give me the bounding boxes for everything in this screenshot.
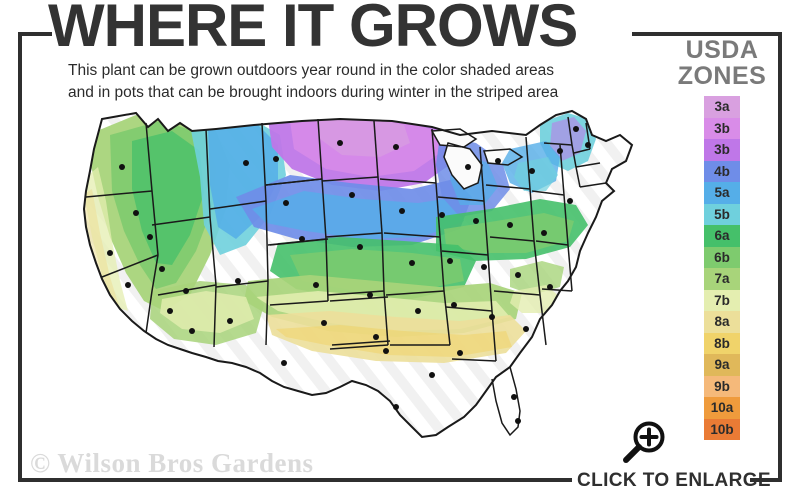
frame-gap-enlarge — [572, 472, 750, 490]
city-dots — [107, 126, 591, 424]
legend-swatch-8b-11: 8b — [704, 332, 740, 354]
frame-gap-title — [52, 24, 632, 42]
legend-swatch-9b-13: 9b — [704, 375, 740, 397]
subtitle-line-1: This plant can be grown outdoors year ro… — [68, 62, 554, 79]
legend-swatch-3b-2: 3b — [704, 139, 740, 161]
legend-swatch-list: 3a 3b 3b 4b 5a 5b 6a 6b 7a 7b 8a 8b 9a 9b 10a 10b — [666, 96, 778, 440]
magnifier-plus-icon[interactable] — [618, 418, 670, 466]
legend-swatch-3b-1: 3b — [704, 117, 740, 139]
legend-swatch-6b-7: 6b — [704, 246, 740, 268]
legend-swatch-6a-6: 6a — [704, 225, 740, 247]
legend-swatch-5b-5: 5b — [704, 203, 740, 225]
legend-swatch-5a-4: 5a — [704, 182, 740, 204]
magnifier-plus-svg — [623, 421, 665, 463]
legend-title: USDA ZONES — [666, 36, 778, 90]
hardiness-zone-map[interactable] — [40, 105, 660, 450]
legend-swatch-3a-0: 3a — [704, 96, 740, 118]
state-borders — [82, 109, 634, 439]
legend-title-line-1: USDA — [685, 36, 759, 64]
click-to-enlarge-label[interactable]: CLICK TO ENLARGE — [577, 470, 771, 491]
map-svg — [82, 109, 634, 439]
legend-swatch-9a-12: 9a — [704, 354, 740, 376]
legend-swatch-10b-15: 10b — [704, 418, 740, 440]
map-zone-bands — [84, 113, 596, 363]
legend-swatch-7a-8: 7a — [704, 268, 740, 290]
page-title: WHERE IT GROWS — [48, 0, 578, 59]
subtitle-line-2: and in pots that can be brought indoors … — [68, 84, 559, 102]
usda-zones-legend: USDA ZONES 3a 3b 3b 4b 5a 5b 6a 6b 7a 7b 8a 8b 9a 9b 1… — [666, 36, 778, 440]
legend-swatch-7b-9: 7b — [704, 289, 740, 311]
legend-title-line-2: ZONES — [677, 61, 767, 90]
legend-swatch-4b-3: 4b — [704, 160, 740, 182]
subtitle: This plant can be grown outdoors year ro… — [68, 60, 648, 105]
legend-swatch-10a-14: 10a — [704, 397, 740, 419]
watermark: © Wilson Bros Gardens — [30, 448, 314, 478]
legend-swatch-8a-10: 8a — [704, 311, 740, 333]
